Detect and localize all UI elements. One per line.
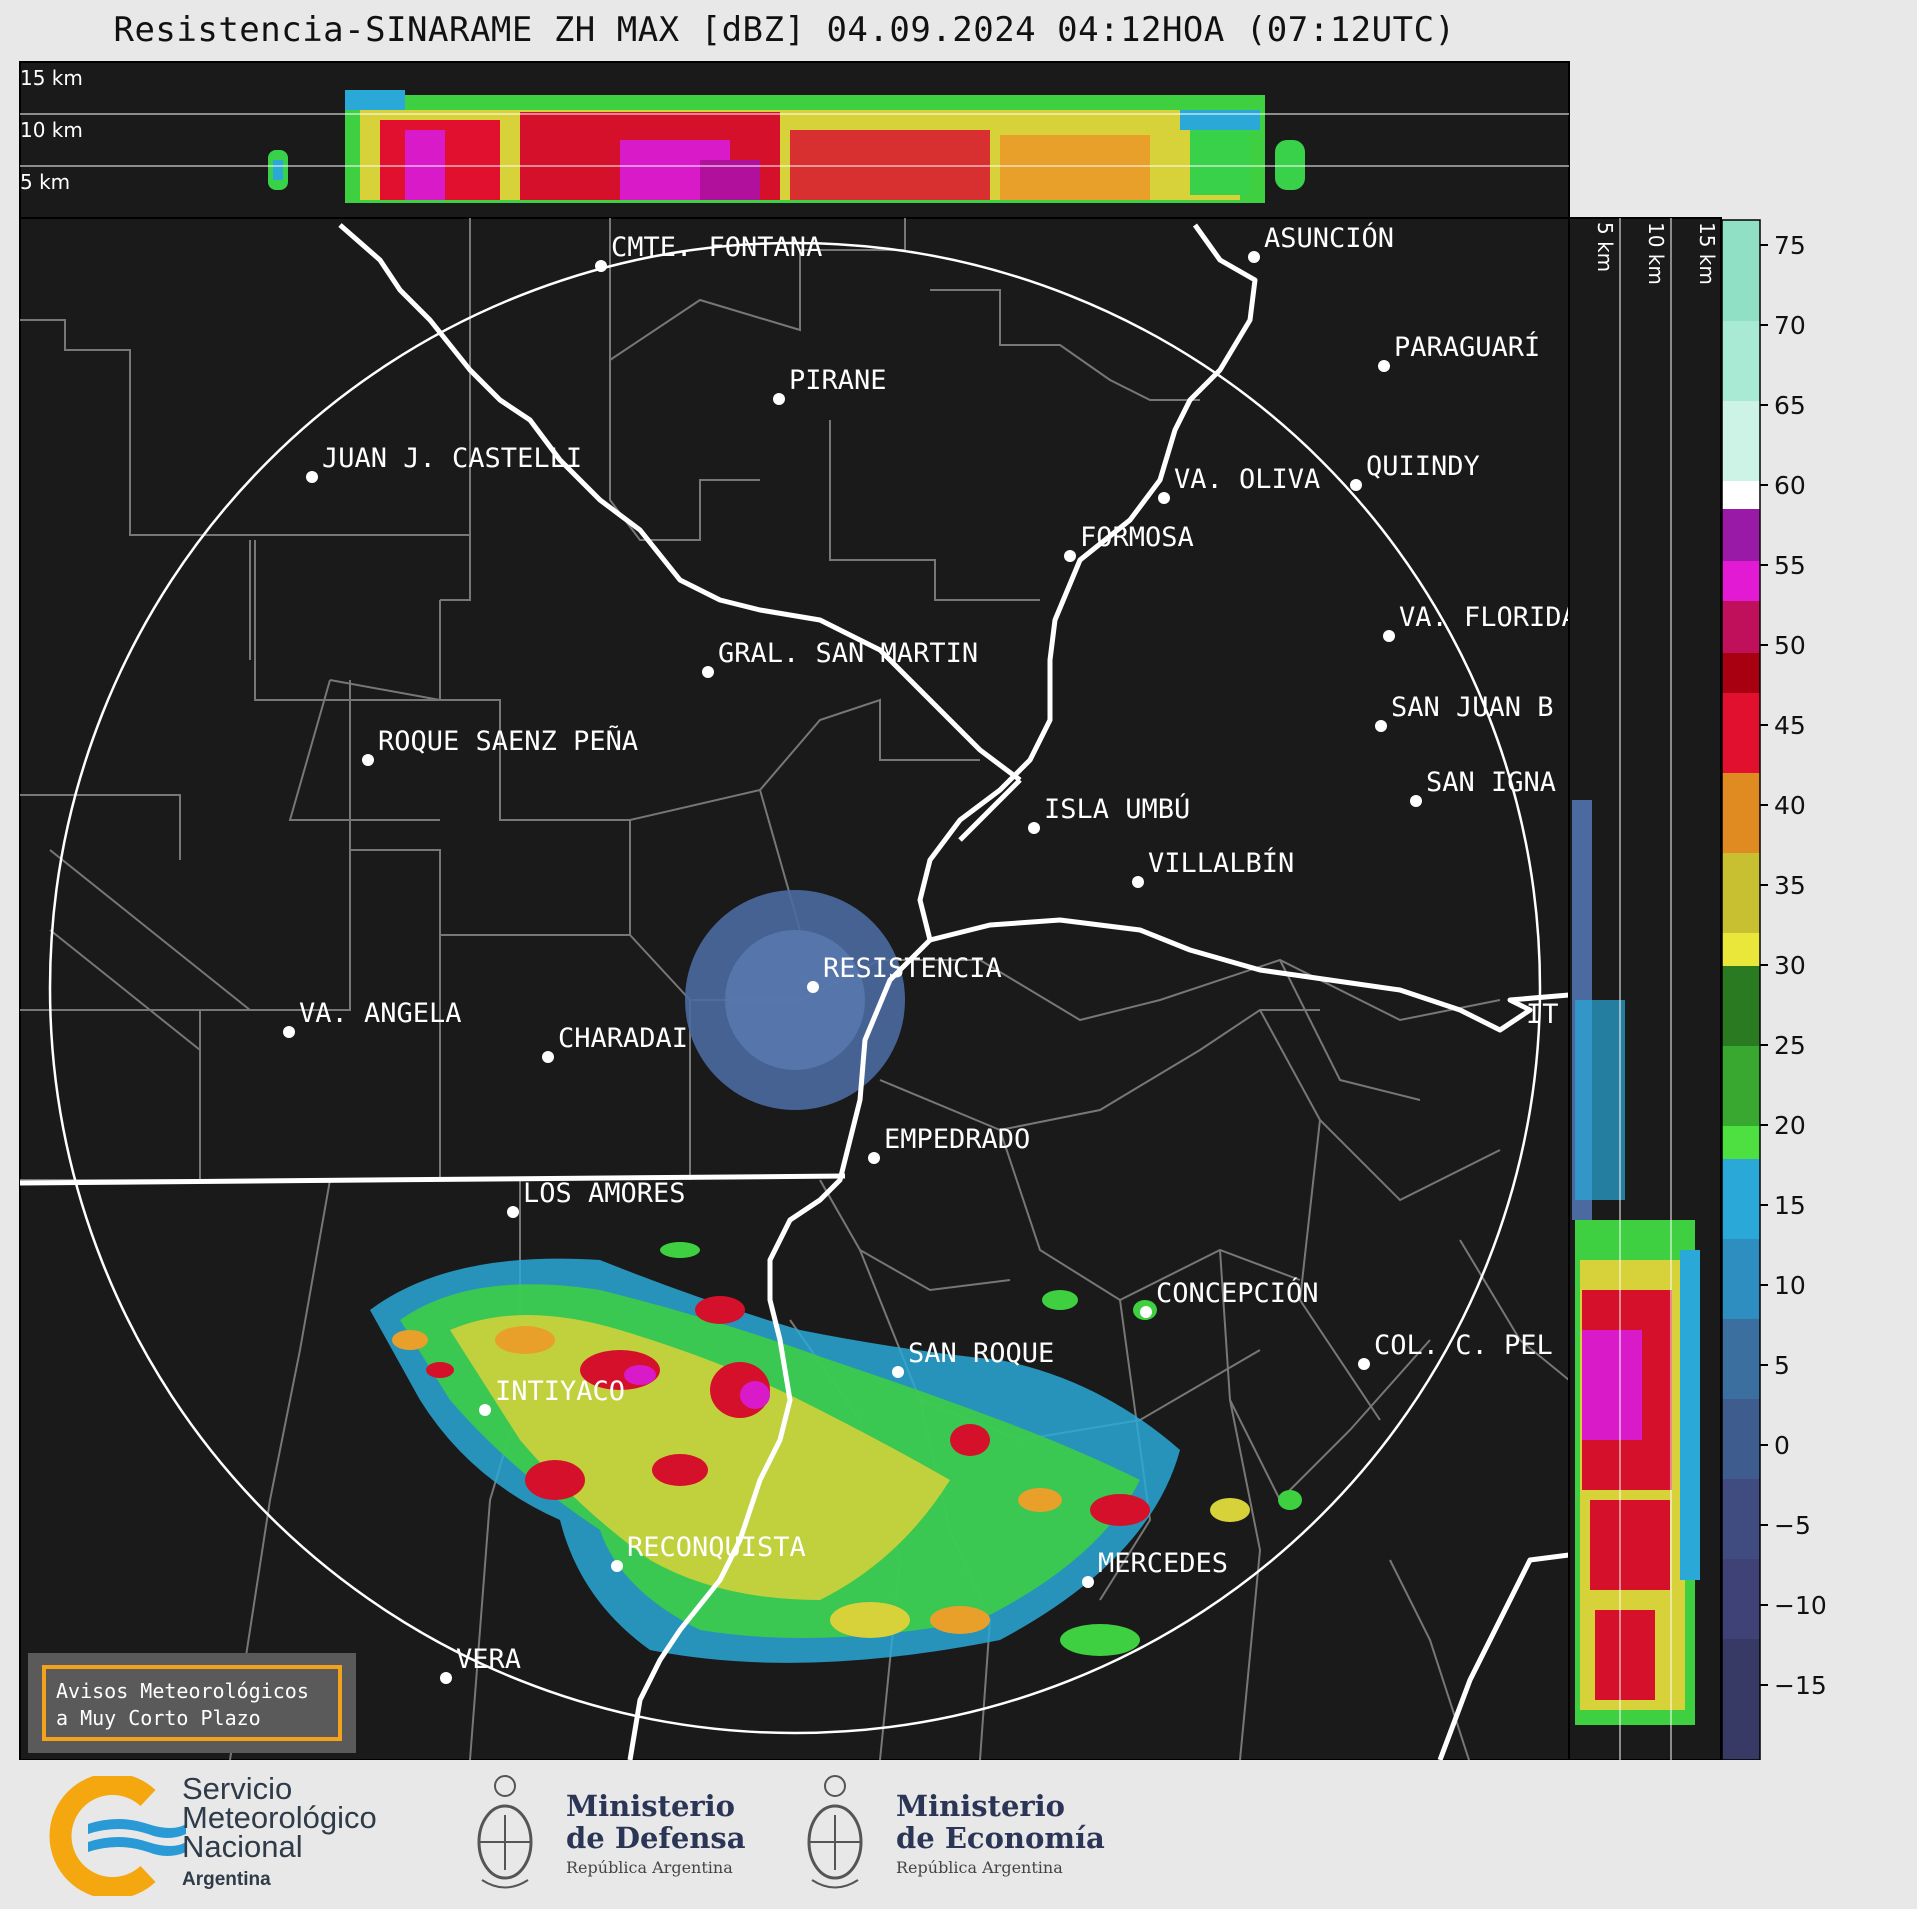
city-label-los-amores: LOS AMORES [523, 1178, 686, 1209]
economia-sub: República Argentina [896, 1858, 1063, 1877]
colorbar-tick: 40 [1774, 791, 1806, 820]
city-label-gral-san-martin: GRAL. SAN MARTIN [718, 638, 978, 669]
city-label-vera: VERA [456, 1644, 521, 1675]
city-label-formosa: FORMOSA [1080, 522, 1194, 553]
city-label-san-juan-b: SAN JUAN B [1391, 692, 1554, 723]
colorbar-tick: −10 [1774, 1591, 1827, 1620]
defensa-line-2: de Defensa [566, 1821, 746, 1855]
smn-country: Argentina [182, 1869, 271, 1890]
top-echo-layer [268, 90, 1305, 203]
rivers-and-borders [20, 223, 1569, 1760]
map-title: Resistencia-SINARAME ZH MAX [dBZ] 04.09.… [113, 10, 1456, 50]
top-km-10-label: 10 km [20, 118, 83, 142]
city-label-va-oliva: VA. OLIVA [1174, 464, 1320, 495]
side-km-10-label: 10 km [1644, 222, 1668, 285]
colorbar-tick: 20 [1774, 1111, 1806, 1140]
side-km-15-label: 15 km [1695, 222, 1719, 285]
city-label-va-florida: VA. FLORIDA [1399, 602, 1578, 633]
top-cross-section-panel: 15 km 10 km 5 km [19, 61, 1570, 219]
argentina-shield-icon [477, 1775, 533, 1889]
range-ring [48, 241, 1542, 1735]
smn-line-1: Servicio [182, 1771, 293, 1806]
colorbar-tick: 15 [1774, 1191, 1806, 1220]
side-cross-section-panel: 5 km 10 km 15 km [1568, 217, 1722, 1760]
colorbar-tick: 30 [1774, 951, 1806, 980]
colorbar-tick: −15 [1774, 1671, 1827, 1700]
city-label-villalbin: VILLALBÍN [1148, 847, 1294, 879]
colorbar-tick: 75 [1774, 231, 1806, 260]
city-label-col-c-pel: COL. C. PEL [1374, 1330, 1553, 1361]
city-label-quiindy: QUIINDY [1366, 451, 1480, 482]
ministerio-economia: Ministerio de Economía República Argenti… [896, 1790, 1105, 1877]
colorbar-tick: 10 [1774, 1271, 1806, 1300]
city-label-san-roque: SAN ROQUE [908, 1338, 1054, 1369]
colorbar-tick: 55 [1774, 551, 1806, 580]
city-label-concepcion: CONCEPCIÓN [1156, 1277, 1319, 1309]
economia-line-2: de Economía [896, 1821, 1105, 1855]
city-label-san-igna: SAN IGNA [1426, 767, 1556, 798]
city-label-va-angela: VA. ANGELA [299, 998, 462, 1029]
argentina-shield-icon [807, 1775, 863, 1889]
dbz-colorbar: 75 70 65 60 55 50 45 40 35 30 25 20 15 1… [1721, 219, 1827, 1760]
city-label-isla-umbu: ISLA UMBÚ [1044, 793, 1190, 825]
city-label-mercedes: MERCEDES [1098, 1548, 1228, 1579]
defensa-line-1: Ministerio [566, 1789, 736, 1823]
aviso-badge: Avisos Meteorológicos a Muy Corto Plazo [28, 1653, 356, 1753]
city-label-roque-saenz-pena: ROQUE SAENZ PEÑA [378, 725, 638, 757]
city-label-reconquista: RECONQUISTA [627, 1532, 806, 1563]
main-map-panel: CMTE. FONTANA ASUNCIÓN PIRANE PARAGUARÍ … [19, 217, 1578, 1760]
colorbar-tick: 0 [1774, 1431, 1790, 1460]
aviso-line-2: a Muy Corto Plazo [56, 1706, 261, 1730]
colorbar-tick: 60 [1774, 471, 1806, 500]
city-label-empedrado: EMPEDRADO [884, 1124, 1030, 1155]
radar-figure: 15 km 10 km 5 km [19, 61, 1827, 1760]
aviso-line-1: Avisos Meteorológicos [56, 1679, 309, 1703]
city-label-charadai: CHARADAI [558, 1023, 688, 1054]
smn-name: Servicio Meteorológico Nacional Argentin… [182, 1771, 377, 1894]
city-markers [283, 251, 1422, 1684]
city-label-pirane: PIRANE [789, 365, 887, 396]
city-label-juan-j-castelli: JUAN J. CASTELLI [322, 443, 582, 474]
colorbar-tick: 25 [1774, 1031, 1806, 1060]
smn-line-2: Meteorológico [182, 1800, 377, 1835]
city-labels: CMTE. FONTANA ASUNCIÓN PIRANE PARAGUARÍ … [299, 222, 1578, 1675]
colorbar-tick: 5 [1774, 1351, 1790, 1380]
side-km-5-label: 5 km [1593, 222, 1617, 272]
city-label-cmte-fontana: CMTE. FONTANA [611, 232, 822, 263]
city-label-paraguari: PARAGUARÍ [1394, 331, 1540, 363]
colorbar-tick: 65 [1774, 391, 1806, 420]
colorbar-tick: 50 [1774, 631, 1806, 660]
colorbar-tick: 35 [1774, 871, 1806, 900]
footer-logos: Servicio Meteorológico Nacional Argentin… [0, 1760, 1917, 1909]
city-label-resistencia: RESISTENCIA [823, 953, 1002, 984]
top-km-15-label: 15 km [20, 66, 83, 90]
city-label-it: IT [1526, 999, 1559, 1030]
colorbar-tick: 45 [1774, 711, 1806, 740]
top-km-5-label: 5 km [20, 170, 70, 194]
smn-line-3: Nacional [182, 1829, 303, 1864]
ministerio-defensa: Ministerio de Defensa República Argentin… [566, 1790, 746, 1877]
side-echo-layer [1572, 800, 1700, 1725]
defensa-sub: República Argentina [566, 1858, 733, 1877]
city-label-asuncion: ASUNCIÓN [1264, 222, 1394, 254]
colorbar-tick: 70 [1774, 311, 1806, 340]
city-label-intiyaco: INTIYACO [495, 1376, 625, 1407]
smn-logo-icon [49, 1776, 186, 1896]
economia-line-1: Ministerio [896, 1789, 1066, 1823]
colorbar-tick: −5 [1774, 1511, 1811, 1540]
